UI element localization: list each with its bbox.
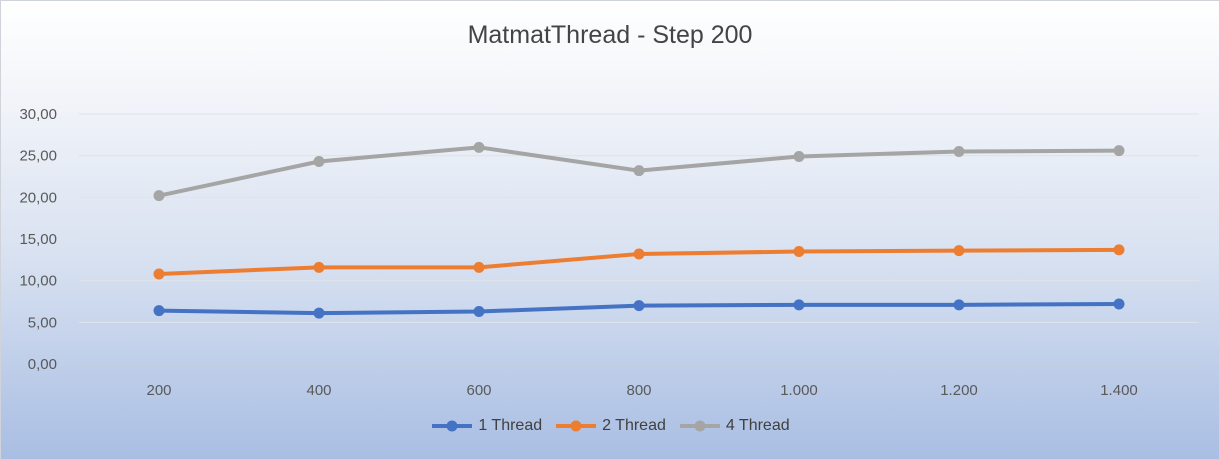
data-point xyxy=(633,300,645,312)
legend-item: 1 Thread xyxy=(430,417,542,435)
x-tick-label: 600 xyxy=(466,382,491,399)
data-point xyxy=(1113,244,1125,256)
legend-label: 4 Thread xyxy=(725,417,790,434)
data-point xyxy=(633,248,645,260)
x-tick-label: 200 xyxy=(146,382,171,399)
data-point xyxy=(313,261,325,273)
data-point xyxy=(1113,145,1125,157)
data-point xyxy=(953,245,965,257)
data-point xyxy=(153,190,165,202)
legend-swatch xyxy=(679,420,720,432)
legend-label: 2 Thread xyxy=(602,417,666,434)
data-point xyxy=(953,146,965,157)
data-point xyxy=(793,151,805,162)
legend-marker xyxy=(446,420,458,432)
chart-title: MatmatThread - Step 200 xyxy=(467,21,753,49)
legend-marker xyxy=(694,420,706,432)
x-tick-label: 800 xyxy=(626,382,651,399)
data-point xyxy=(473,261,485,273)
data-point xyxy=(953,299,965,311)
y-tick-label: 15,00 xyxy=(19,231,57,248)
legend: 1 Thread 2 Thread 4 Thread xyxy=(1,417,1219,435)
data-point xyxy=(793,246,805,257)
data-point xyxy=(1113,298,1125,310)
data-point xyxy=(313,156,325,167)
data-point xyxy=(473,306,485,317)
legend-swatch xyxy=(432,420,473,432)
y-tick-label: 10,00 xyxy=(19,273,57,290)
y-tick-label: 30,00 xyxy=(19,106,57,123)
data-point xyxy=(473,141,485,153)
legend-label: 1 Thread xyxy=(478,417,543,434)
y-tick-label: 25,00 xyxy=(19,148,57,165)
data-point xyxy=(153,268,165,280)
x-tick-label: 1.200 xyxy=(940,382,978,399)
y-tick-label: 5,00 xyxy=(28,314,57,331)
legend-item: 4 Thread xyxy=(678,417,790,435)
data-point xyxy=(633,165,645,177)
legend-marker xyxy=(570,420,582,432)
y-tick-label: 0,00 xyxy=(28,356,57,373)
legend-swatch xyxy=(556,420,597,432)
data-point xyxy=(313,307,325,319)
plot-area: 0,00 5,00 10,00 15,00 20,00 25,00 30,00 200 400 6… xyxy=(19,106,1199,399)
x-tick-label: 1.400 xyxy=(1100,382,1138,399)
x-tick-label: 400 xyxy=(306,382,331,399)
y-tick-label: 20,00 xyxy=(19,189,57,206)
data-point xyxy=(153,305,165,317)
x-tick-label: 1.000 xyxy=(780,382,818,399)
legend-item: 2 Thread xyxy=(554,417,666,435)
data-point xyxy=(793,299,805,311)
